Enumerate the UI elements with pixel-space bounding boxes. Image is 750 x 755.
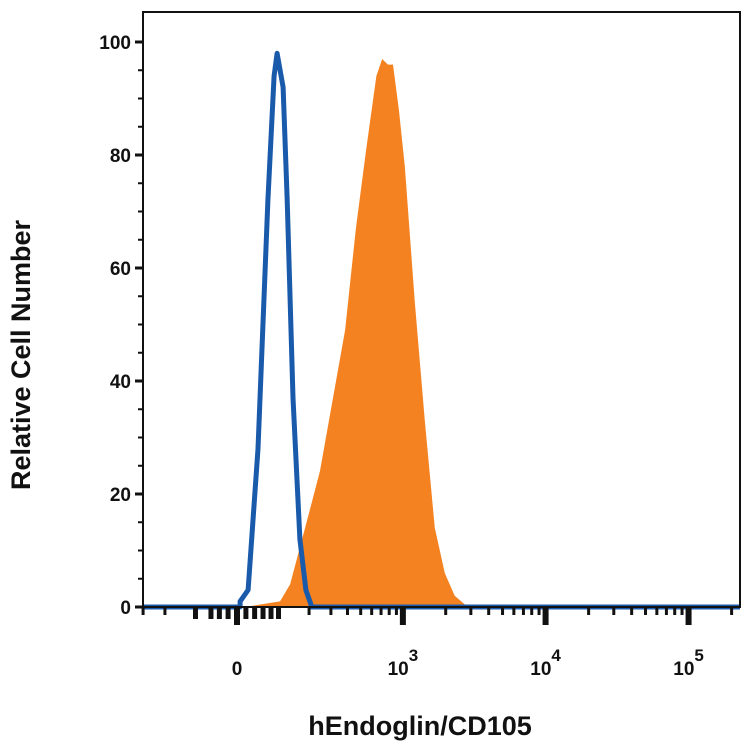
y-tick-label: 100 [99,33,131,54]
x-tick-label: 0 [232,659,243,680]
x-tick-label: 103 [388,646,419,680]
series-1-line [143,50,740,610]
plot-frame [142,11,741,608]
y-tick-label: 40 [110,372,131,393]
plot-area [143,50,740,610]
y-tick-label: 60 [110,259,131,280]
y-tick-label: 0 [120,598,131,619]
x-tick-label: 105 [673,646,704,680]
y-tick-label: 20 [110,485,131,506]
x-tick-label: 104 [530,646,561,680]
axes: 0 20 40 60 80 100 0 103 104 105 [99,11,741,680]
y-axis-label: Relative Cell Number [6,219,36,490]
series-0-area [245,59,468,607]
y-tick-label: 80 [110,146,131,167]
x-axis-label: hEndoglin/CD105 [308,711,532,741]
